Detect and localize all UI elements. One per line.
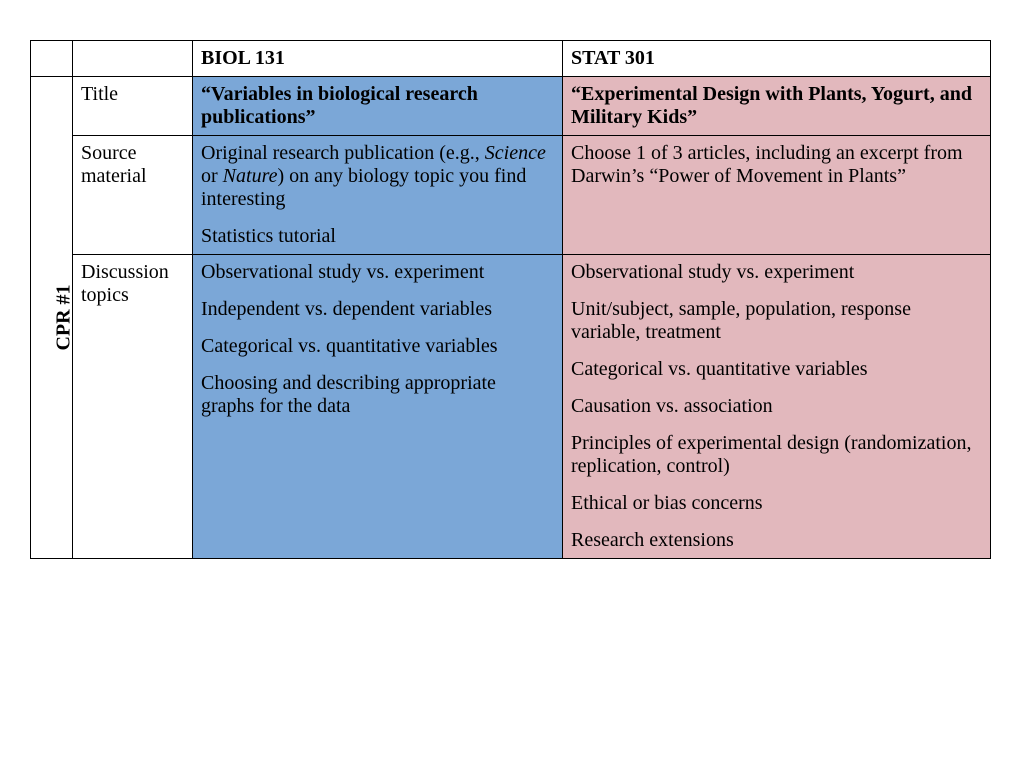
text-span: or (201, 165, 223, 187)
header-stat: STAT 301 (563, 41, 991, 77)
row-title-label: Title (73, 77, 193, 136)
row-discussion-biol: Observational study vs. experiment Indep… (193, 255, 563, 559)
comparison-table: BIOL 131 STAT 301 CPR #1 Title “Variable… (30, 40, 991, 559)
row-discussion: Discussion topics Observational study vs… (31, 255, 991, 559)
disc-biol-p2: Independent vs. dependent variables (201, 298, 554, 321)
row-source-biol: Original research publication (e.g., Sci… (193, 136, 563, 255)
row-source-stat: Choose 1 of 3 articles, including an exc… (563, 136, 991, 255)
row-discussion-label: Discussion topics (73, 255, 193, 559)
row-source: Source material Original research public… (31, 136, 991, 255)
header-side (31, 41, 73, 77)
italic-journal: Science (485, 142, 546, 164)
disc-stat-p7: Research extensions (571, 529, 982, 552)
disc-biol-p3: Categorical vs. quantitative variables (201, 335, 554, 358)
disc-stat-p3: Categorical vs. quantitative variables (571, 358, 982, 381)
row-source-label: Source material (73, 136, 193, 255)
disc-biol-p4: Choosing and describing appropriate grap… (201, 372, 554, 418)
disc-biol-p1: Observational study vs. experiment (201, 261, 554, 284)
row-title-biol: “Variables in biological research public… (193, 77, 563, 136)
side-label: CPR #1 (53, 284, 76, 350)
row-title: CPR #1 Title “Variables in biological re… (31, 77, 991, 136)
header-biol: BIOL 131 (193, 41, 563, 77)
header-label (73, 41, 193, 77)
row-title-stat: “Experimental Design with Plants, Yogurt… (563, 77, 991, 136)
disc-stat-p5: Principles of experimental design (rando… (571, 432, 982, 478)
disc-stat-p1: Observational study vs. experiment (571, 261, 982, 284)
table-header-row: BIOL 131 STAT 301 (31, 41, 991, 77)
side-label-cell: CPR #1 (31, 77, 73, 559)
row-discussion-stat: Observational study vs. experiment Unit/… (563, 255, 991, 559)
source-biol-p2: Statistics tutorial (201, 225, 554, 248)
disc-stat-p6: Ethical or bias concerns (571, 492, 982, 515)
disc-stat-p4: Causation vs. association (571, 395, 982, 418)
disc-stat-p2: Unit/subject, sample, population, respon… (571, 298, 982, 344)
source-biol-p1: Original research publication (e.g., Sci… (201, 142, 554, 211)
italic-journal: Nature (223, 165, 278, 187)
text-span: Original research publication (e.g., (201, 142, 485, 164)
source-stat-p1: Choose 1 of 3 articles, including an exc… (571, 142, 982, 188)
